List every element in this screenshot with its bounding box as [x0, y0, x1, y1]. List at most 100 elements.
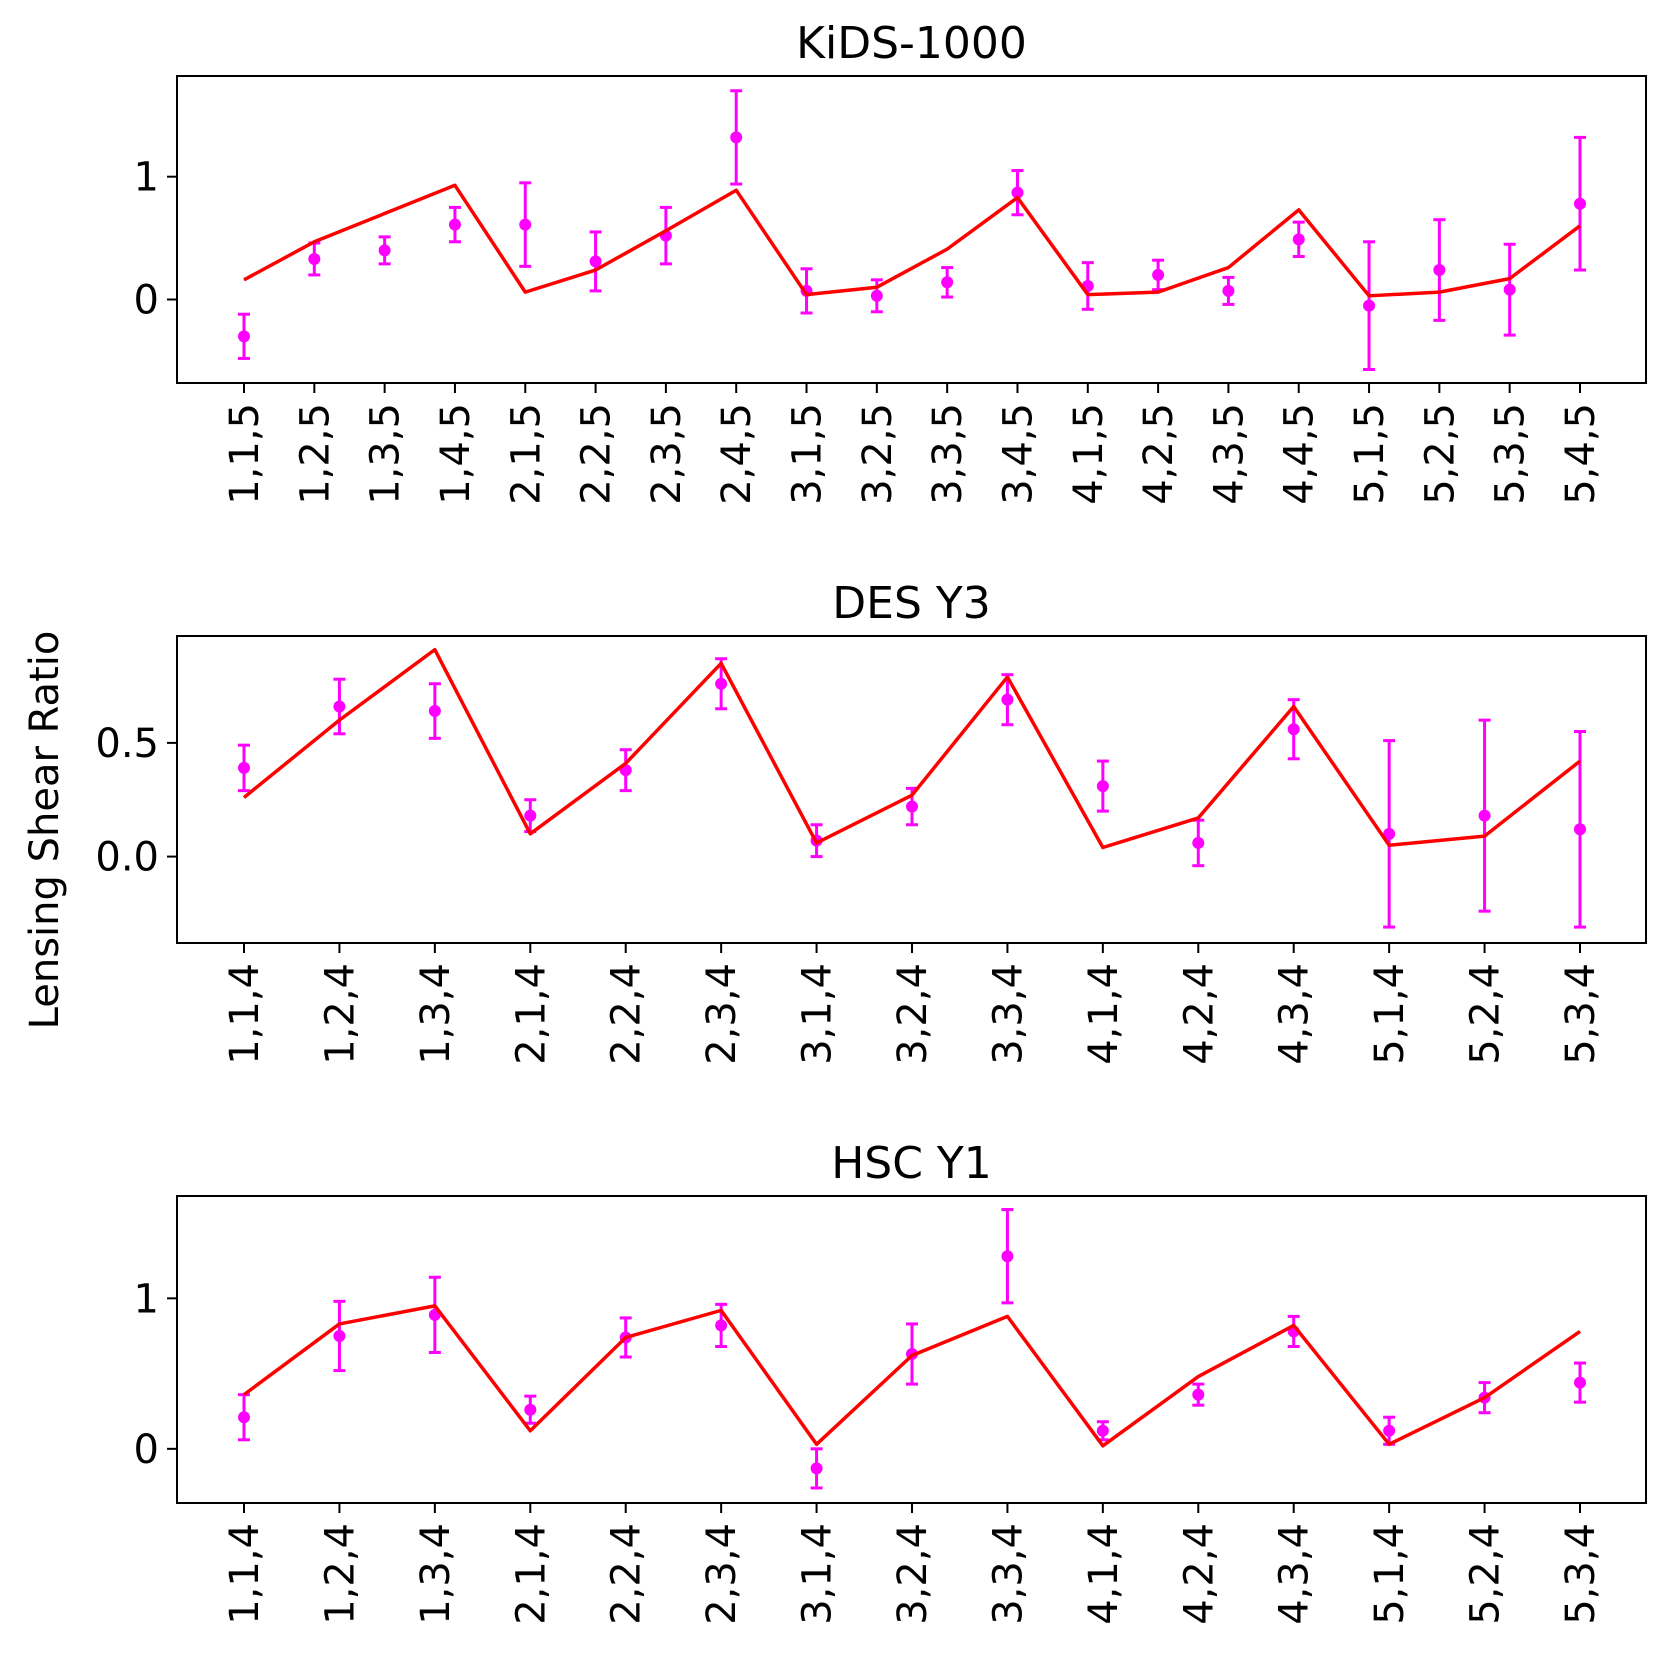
data-point-kids-1000-3 [448, 218, 461, 231]
panel-title-hsc-y1: HSC Y1 [831, 1138, 992, 1189]
x-tick-label-hsc-y1-3: 2,1,4 [508, 1523, 554, 1625]
panel-title-des-y3: DES Y3 [832, 578, 990, 629]
x-tick-label-hsc-y1-2: 1,3,4 [413, 1523, 459, 1625]
data-point-kids-1000-2 [378, 244, 391, 257]
data-point-hsc-y1-0 [238, 1411, 250, 1424]
data-point-kids-1000-13 [1152, 268, 1165, 281]
x-tick-label-des-y3-0: 1,1,4 [222, 963, 268, 1065]
x-tick-label-hsc-y1-13: 5,2,4 [1463, 1523, 1509, 1625]
x-tick-label-des-y3-5: 2,3,4 [699, 963, 745, 1065]
x-tick-label-kids-1000-0: 1,1,5 [222, 403, 268, 505]
x-tick-label-des-y3-12: 5,1,4 [1367, 963, 1413, 1065]
y-tick-label-des-y3-0: 0.0 [95, 835, 159, 881]
data-point-hsc-y1-14 [1574, 1376, 1586, 1389]
panels: KiDS-1000 0 1 1,1,5 1,2,5 1,3,5 1,4,5 2,1,5 2,2,… [95, 18, 1647, 1625]
y-tick-label-kids-1000-0: 0 [134, 277, 159, 323]
x-tick-label-kids-1000-4: 2,1,5 [503, 403, 549, 505]
data-point-hsc-y1-12 [1383, 1424, 1396, 1437]
data-point-des-y3-7 [906, 800, 918, 813]
x-tick-label-des-y3-1: 1,2,4 [317, 963, 363, 1065]
x-tick-label-hsc-y1-9: 4,1,4 [1081, 1523, 1127, 1625]
x-tick-label-des-y3-11: 4,3,4 [1272, 963, 1318, 1065]
data-point-des-y3-14 [1574, 823, 1586, 836]
data-point-des-y3-0 [238, 761, 250, 774]
panel-hsc-y1: HSC Y1 0 1 1,1,4 1,2,4 1,3,4 2,1,4 2,2,4 2,3,4 3,… [134, 1138, 1647, 1625]
data-point-hsc-y1-10 [1192, 1388, 1205, 1401]
x-tick-label-kids-1000-8: 3,1,5 [785, 403, 831, 505]
data-point-kids-1000-18 [1503, 283, 1516, 296]
model-line-hsc-y1 [242, 1304, 1581, 1448]
x-tick-label-kids-1000-3: 1,4,5 [433, 403, 479, 505]
data-point-des-y3-12 [1383, 827, 1396, 840]
data-point-kids-1000-10 [941, 276, 954, 289]
x-tick-label-kids-1000-14: 4,3,5 [1206, 403, 1252, 505]
x-tick-label-kids-1000-15: 4,4,5 [1277, 403, 1323, 505]
data-point-kids-1000-14 [1222, 284, 1235, 297]
x-tick-label-des-y3-4: 2,2,4 [604, 963, 650, 1065]
data-point-kids-1000-1 [308, 252, 321, 265]
x-tick-label-hsc-y1-10: 4,2,4 [1176, 1523, 1222, 1625]
data-point-kids-1000-5 [589, 255, 602, 268]
x-tick-label-kids-1000-2: 1,3,5 [363, 403, 409, 505]
data-point-des-y3-11 [1287, 723, 1300, 736]
y-axis-label: Lensing Shear Ratio [22, 631, 68, 1030]
x-tick-label-kids-1000-11: 3,4,5 [995, 403, 1041, 505]
data-point-des-y3-8 [1001, 693, 1014, 706]
x-tick-label-kids-1000-16: 5,1,5 [1347, 403, 1393, 505]
data-point-hsc-y1-8 [1001, 1250, 1014, 1263]
panel-des-y3: DES Y3 0.0 0.5 1,1,4 1,2,4 1,3,4 2,1,4 2,2,4 2,3… [95, 578, 1647, 1065]
x-tick-label-hsc-y1-8: 3,3,4 [985, 1523, 1031, 1625]
data-point-kids-1000-19 [1574, 197, 1586, 210]
data-point-hsc-y1-3 [524, 1403, 537, 1416]
x-tick-label-hsc-y1-1: 1,2,4 [317, 1523, 363, 1625]
x-tick-label-kids-1000-1: 1,2,5 [292, 403, 338, 505]
data-point-kids-1000-0 [238, 330, 250, 343]
x-tick-label-des-y3-10: 4,2,4 [1176, 963, 1222, 1065]
data-point-kids-1000-9 [870, 289, 883, 302]
x-tick-label-kids-1000-13: 4,2,5 [1136, 403, 1182, 505]
x-tick-label-des-y3-8: 3,3,4 [985, 963, 1031, 1065]
x-tick-label-hsc-y1-5: 2,3,4 [699, 1523, 745, 1625]
x-tick-label-des-y3-2: 1,3,4 [413, 963, 459, 1065]
data-point-kids-1000-11 [1011, 186, 1024, 199]
x-tick-label-hsc-y1-11: 4,3,4 [1272, 1523, 1318, 1625]
data-point-des-y3-2 [428, 705, 441, 718]
data-point-kids-1000-17 [1433, 264, 1446, 277]
x-tick-label-des-y3-6: 3,1,4 [795, 963, 841, 1065]
y-tick-label-des-y3-1: 0.5 [95, 721, 159, 767]
plot-frame-kids-1000 [176, 75, 1647, 384]
data-point-des-y3-1 [333, 700, 346, 713]
model-line-des-y3 [242, 647, 1582, 850]
x-tick-label-hsc-y1-4: 2,2,4 [604, 1523, 650, 1625]
data-point-des-y3-10 [1192, 836, 1205, 849]
data-point-kids-1000-15 [1292, 233, 1305, 246]
x-tick-label-kids-1000-9: 3,2,5 [855, 403, 901, 505]
x-tick-label-kids-1000-5: 2,2,5 [574, 403, 620, 505]
x-tick-label-kids-1000-7: 2,4,5 [714, 403, 760, 505]
x-tick-label-kids-1000-17: 5,2,5 [1417, 403, 1463, 505]
y-tick-label-hsc-y1-0: 0 [134, 1427, 159, 1473]
x-tick-label-kids-1000-10: 3,3,5 [925, 403, 971, 505]
data-point-hsc-y1-6 [810, 1462, 823, 1475]
data-point-des-y3-13 [1478, 809, 1491, 822]
x-tick-label-kids-1000-18: 5,3,5 [1488, 403, 1534, 505]
x-tick-label-des-y3-13: 5,2,4 [1463, 963, 1509, 1065]
x-tick-label-des-y3-3: 2,1,4 [508, 963, 554, 1065]
panel-kids-1000: KiDS-1000 0 1 1,1,5 1,2,5 1,3,5 1,4,5 2,1,5 2,2,… [134, 18, 1647, 505]
x-tick-label-des-y3-7: 3,2,4 [890, 963, 936, 1065]
data-point-hsc-y1-1 [333, 1329, 346, 1342]
panel-title-kids-1000: KiDS-1000 [796, 18, 1027, 69]
x-tick-label-hsc-y1-12: 5,1,4 [1367, 1523, 1413, 1625]
x-tick-label-hsc-y1-14: 5,3,4 [1558, 1523, 1604, 1625]
x-tick-label-hsc-y1-6: 3,1,4 [795, 1523, 841, 1625]
data-point-kids-1000-7 [730, 131, 743, 144]
data-point-des-y3-5 [715, 677, 728, 690]
x-tick-label-kids-1000-6: 2,3,5 [644, 403, 690, 505]
x-tick-label-hsc-y1-0: 1,1,4 [222, 1523, 268, 1625]
x-tick-label-hsc-y1-7: 3,2,4 [890, 1523, 936, 1625]
data-point-des-y3-3 [524, 809, 537, 822]
data-point-hsc-y1-9 [1096, 1424, 1109, 1437]
x-tick-label-des-y3-9: 4,1,4 [1081, 963, 1127, 1065]
y-tick-label-hsc-y1-1: 1 [134, 1276, 159, 1322]
